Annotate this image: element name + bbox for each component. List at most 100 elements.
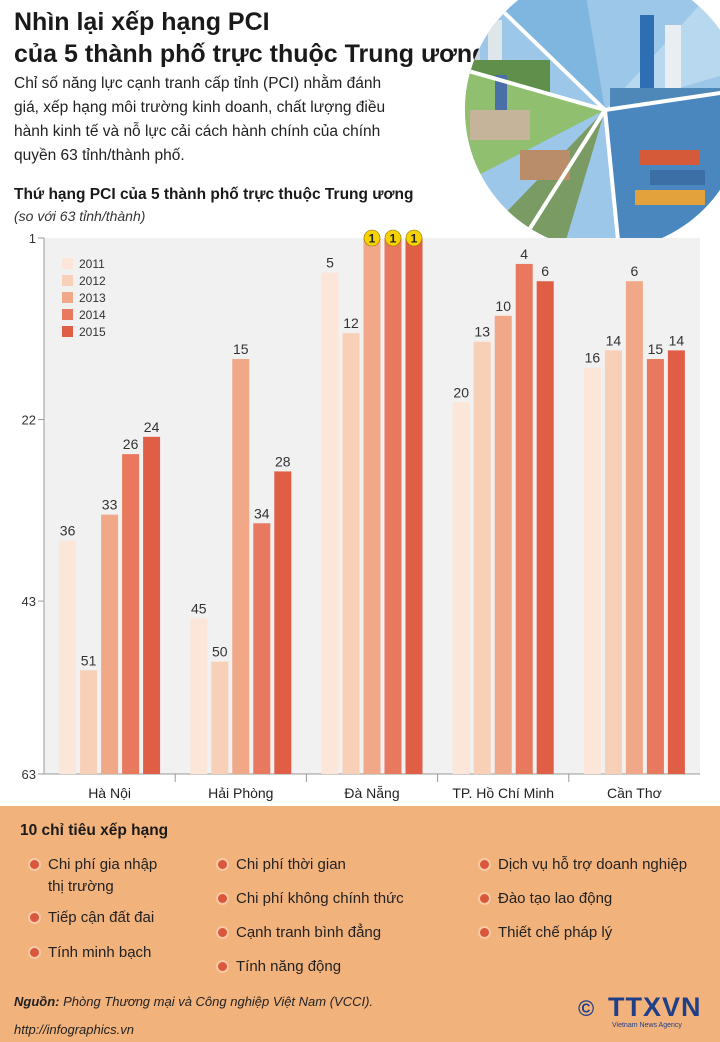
bullet-icon [480, 928, 489, 937]
bar [143, 436, 161, 774]
criteria-label: Chi phí thời gian [236, 856, 346, 873]
logo-subtext: Vietnam News Agency [612, 1022, 682, 1029]
y-tick-label: 1 [29, 231, 36, 246]
intro-line-4: quyền 63 tỉnh/thành phố. [14, 147, 185, 164]
data-label: 6 [631, 263, 639, 279]
data-label: 4 [520, 246, 528, 262]
criteria-item-labor-training: Đào tạo lao động [480, 888, 708, 910]
bar [583, 367, 601, 774]
data-label: 10 [495, 298, 511, 314]
data-label: 15 [648, 341, 664, 357]
bar [384, 238, 402, 774]
criteria-item-land-access: Tiếp cận đất đai [30, 907, 258, 929]
criteria-item-entry-cost: Chi phí gia nhập thị trường [30, 854, 258, 898]
title-line-2: của 5 thành phố trực thuộc Trung ương [14, 40, 488, 68]
source-note: Nguồn: Phòng Thương mại và Công nghiệp V… [14, 994, 373, 1009]
chart-subtitle: (so với 63 tỉnh/thành) [14, 208, 146, 224]
criteria-item-fair-competition: Cạnh tranh bình đẳng [218, 922, 446, 944]
page-title: Nhìn lại xếp hạng PCI của 5 thành phố tr… [14, 6, 487, 70]
source-url[interactable]: http://infographics.vn [14, 1022, 134, 1037]
chart-title: Thứ hạng PCI của 5 thành phố trực thuộc … [14, 186, 414, 203]
legend-swatch [62, 326, 73, 337]
data-label: 1 [411, 232, 418, 246]
bar [473, 341, 491, 774]
bar [232, 359, 250, 774]
copyright-icon: © [578, 996, 595, 1021]
bullet-icon [30, 913, 39, 922]
city-photo-collage [465, 0, 720, 250]
data-label: 50 [212, 644, 228, 660]
y-tick-label: 43 [22, 594, 36, 609]
criteria-item-legal-institutions: Thiết chế pháp lý [480, 922, 708, 944]
criteria-item-business-support: Dịch vụ hỗ trợ doanh nghiệp [480, 854, 708, 876]
criteria-label: Cạnh tranh bình đẳng [236, 924, 382, 941]
data-label: 1 [390, 232, 397, 246]
data-label: 12 [343, 315, 359, 331]
intro-text: Chỉ số năng lực cạnh tranh cấp tỉnh (PCI… [14, 72, 454, 168]
criteria-title: 10 chỉ tiêu xếp hạng [20, 822, 169, 839]
legend-label: 2012 [79, 274, 106, 288]
criteria-label: Chi phí gia nhập [48, 856, 158, 873]
data-label: 20 [453, 384, 469, 400]
category-label: Hải Phòng [208, 785, 273, 801]
data-label: 45 [191, 600, 207, 616]
legend-label: 2013 [79, 291, 106, 305]
criteria-item-informal-cost: Chi phí không chính thức [218, 888, 446, 910]
category-label: Đà Nẵng [344, 785, 399, 801]
intro-line-2: giá, xếp hạng môi trường kinh doanh, chấ… [14, 99, 386, 116]
rank-one-badge [384, 229, 402, 247]
data-label: 51 [81, 652, 97, 668]
bullet-icon [480, 894, 489, 903]
data-label: 6 [541, 263, 549, 279]
bullet-icon [218, 860, 227, 869]
criteria-label: thị trường [48, 878, 114, 895]
intro-line-1: Chỉ số năng lực cạnh tranh cấp tỉnh (PCI… [14, 75, 382, 92]
bullet-icon [30, 860, 39, 869]
bar [625, 281, 643, 774]
criteria-label: Dịch vụ hỗ trợ doanh nghiệp [498, 856, 688, 873]
bullet-icon [30, 948, 39, 957]
data-label: 14 [606, 332, 622, 348]
bullet-icon [218, 962, 227, 971]
ttxvn-logo: © TTXVN Vietnam News Agency [578, 992, 708, 1036]
bar [59, 540, 77, 774]
bar [604, 350, 622, 774]
criteria-panel: 10 chỉ tiêu xếp hạng Chi phí gia nhập th… [0, 806, 720, 1042]
rank-one-badge [405, 229, 423, 247]
y-tick-label: 63 [22, 767, 36, 782]
bar [274, 471, 292, 774]
criteria-item-transparency: Tính minh bạch [30, 942, 258, 964]
data-label: 34 [254, 505, 270, 521]
bar [536, 281, 554, 774]
legend-swatch [62, 292, 73, 303]
legend-swatch [62, 309, 73, 320]
criteria-label: Tính năng động [236, 958, 342, 975]
criteria-label: Chi phí không chính thức [236, 890, 404, 907]
bar [321, 272, 339, 774]
data-label: 1 [369, 232, 376, 246]
source-label: Nguồn: [14, 994, 60, 1009]
criteria-item-dynamism: Tính năng động [218, 956, 446, 978]
data-label: 28 [275, 453, 291, 469]
bar [101, 514, 119, 774]
legend-label: 2015 [79, 325, 106, 339]
legend-label: 2014 [79, 308, 106, 322]
data-label: 26 [123, 436, 139, 452]
legend-label: 2011 [79, 257, 105, 271]
category-label: Cần Thơ [607, 785, 662, 801]
data-label: 13 [474, 324, 490, 340]
bar [405, 238, 423, 774]
intro-line-3: hành kinh tế và nỗ lực cải cách hành chí… [14, 123, 381, 140]
data-label: 16 [585, 350, 601, 366]
bar [80, 670, 98, 774]
source-text: Phòng Thương mại và Công nghiệp Việt Nam… [59, 994, 374, 1009]
criteria-label: Tiếp cận đất đai [48, 909, 155, 926]
bullet-icon [218, 928, 227, 937]
bar [667, 350, 685, 774]
bar [515, 263, 533, 774]
data-label: 24 [144, 419, 160, 435]
data-label: 14 [669, 332, 685, 348]
bar [190, 618, 208, 774]
rank-one-badge [363, 229, 381, 247]
title-line-1: Nhìn lại xếp hạng PCI [14, 8, 270, 36]
